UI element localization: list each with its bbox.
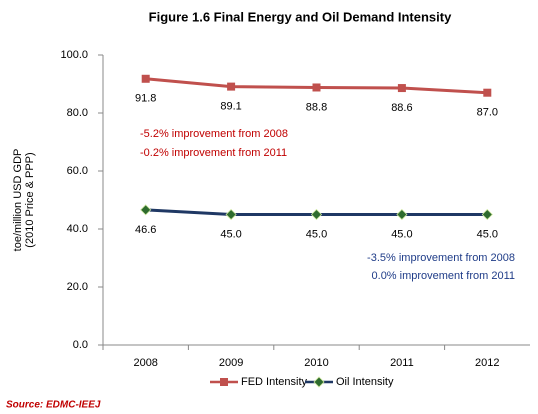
point: [140, 204, 152, 216]
value-label: 45.0: [306, 228, 327, 240]
value-label: 46.6: [135, 224, 156, 236]
value-label: 45.0: [391, 228, 412, 240]
x-tick-label: 2012: [475, 357, 499, 369]
value-label: 45.0: [220, 228, 241, 240]
point: [396, 208, 408, 221]
value-label: 89.1: [220, 101, 241, 113]
point: [481, 208, 493, 221]
annotation: -3.5% improvement from 2008: [367, 252, 515, 264]
annotation: -5.2% improvement from 2008: [140, 128, 288, 140]
point: [397, 84, 406, 93]
y-tick-label: 20.0: [67, 281, 88, 293]
point: [141, 74, 150, 83]
y-tick-label: 100.0: [60, 49, 88, 61]
point: [310, 208, 323, 221]
y-axis-label: toe/million USD GDP: [12, 149, 24, 252]
source: Source: EDMC-IEEJ: [6, 400, 101, 411]
point: [225, 208, 237, 221]
y-tick-label: 80.0: [67, 107, 88, 119]
value-label: 87.0: [477, 107, 498, 119]
point: [312, 83, 321, 92]
annotation: -0.2% improvement from 2011: [140, 147, 287, 159]
x-tick-label: 2010: [304, 357, 328, 369]
legend-marker: [313, 376, 325, 388]
x-tick-label: 2009: [219, 357, 243, 369]
legend-marker: [220, 378, 228, 386]
y-axis-label: (2010 Price & PPP): [24, 152, 36, 247]
x-tick-label: 2008: [133, 357, 157, 369]
legend-label: FED Intensity: [241, 376, 308, 388]
value-label: 91.8: [135, 93, 156, 105]
y-tick-label: 0.0: [73, 339, 88, 351]
annotation: 0.0% improvement from 2011: [372, 270, 515, 282]
y-tick-label: 40.0: [67, 223, 88, 235]
value-label: 45.0: [477, 228, 498, 240]
chart-title: Figure 1.6 Final Energy and Oil Demand I…: [149, 9, 452, 24]
legend-label: Oil Intensity: [336, 376, 394, 388]
point: [227, 82, 236, 91]
value-label: 88.6: [391, 102, 412, 114]
value-label: 88.8: [306, 101, 327, 113]
x-tick-label: 2011: [390, 357, 414, 369]
point: [483, 88, 492, 97]
y-tick-label: 60.0: [67, 165, 88, 177]
